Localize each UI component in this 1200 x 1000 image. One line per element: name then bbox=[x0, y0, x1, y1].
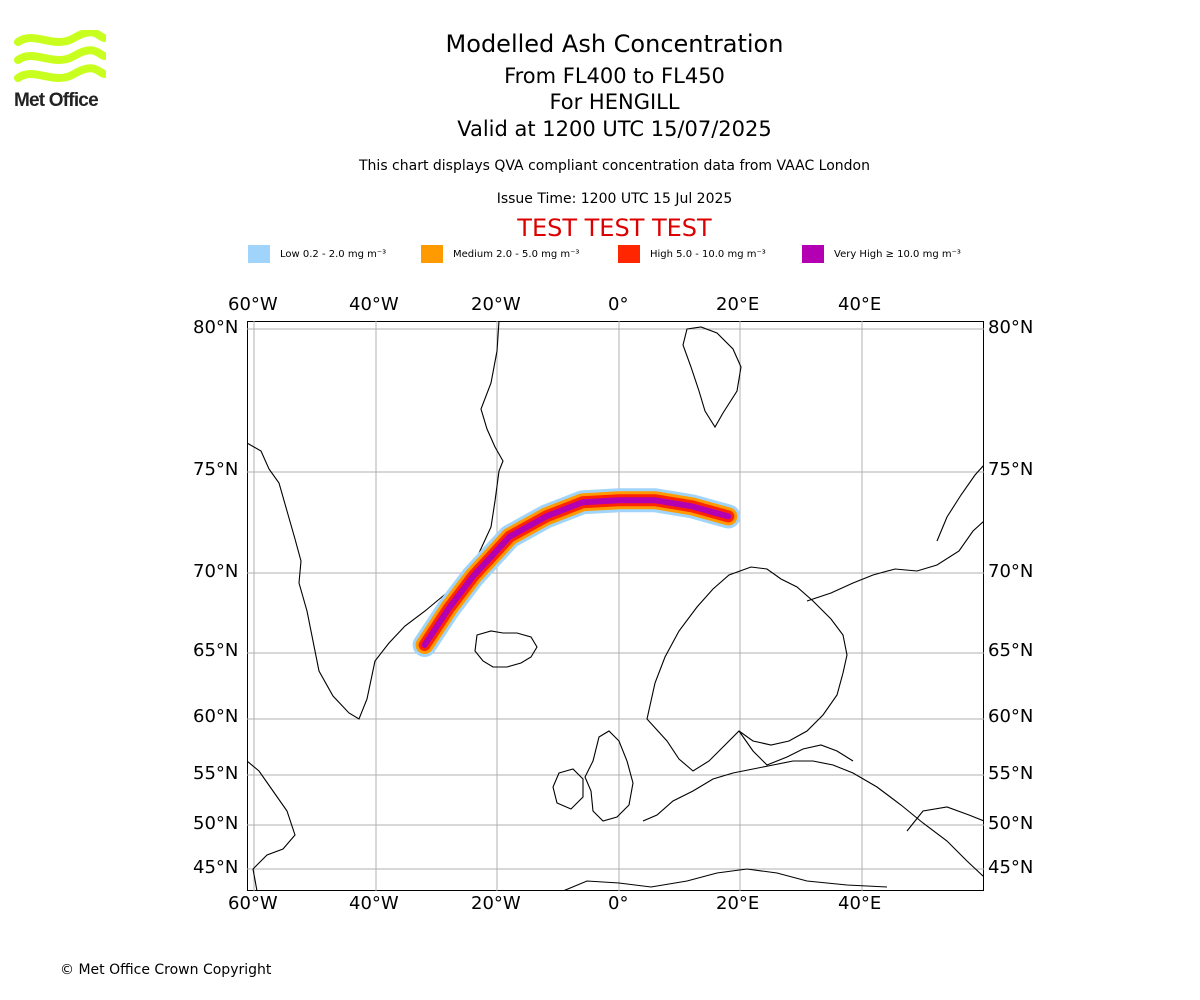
flight-levels: From FL400 to FL450 bbox=[504, 64, 725, 88]
chart-description: This chart displays QVA compliant concen… bbox=[359, 158, 870, 174]
lon-label-top-3: 0° bbox=[608, 294, 629, 315]
coast-europe bbox=[642, 760, 984, 878]
lat-label-right-7: 45°N bbox=[988, 857, 1034, 878]
copyright: © Met Office Crown Copyright bbox=[60, 962, 272, 978]
lon-label-top-4: 20°E bbox=[716, 294, 760, 315]
map-frame bbox=[247, 321, 984, 891]
lat-label-right-6: 50°N bbox=[988, 813, 1034, 834]
valid-time: Valid at 1200 UTC 15/07/2025 bbox=[457, 117, 772, 141]
map-panel bbox=[247, 321, 984, 891]
lat-label-right-4: 60°N bbox=[988, 706, 1034, 727]
gridlines bbox=[247, 321, 984, 891]
legend-swatch-high bbox=[618, 245, 640, 263]
lon-label-bottom-2: 20°W bbox=[471, 893, 521, 914]
legend-item-very-high: Very High ≥ 10.0 mg m⁻³ bbox=[802, 244, 961, 264]
coast-scandinavia bbox=[646, 566, 848, 772]
lat-label-right-3: 65°N bbox=[988, 640, 1034, 661]
lon-label-bottom-5: 40°E bbox=[838, 893, 882, 914]
lon-label-bottom-1: 40°W bbox=[349, 893, 399, 914]
legend-swatch-medium bbox=[421, 245, 443, 263]
legend-swatch-low bbox=[248, 245, 270, 263]
legend-item-high: High 5.0 - 10.0 mg m⁻³ bbox=[618, 244, 766, 264]
lat-label-right-0: 80°N bbox=[988, 317, 1034, 338]
coastlines bbox=[247, 321, 984, 891]
lon-label-top-1: 40°W bbox=[349, 294, 399, 315]
lon-label-bottom-0: 60°W bbox=[228, 893, 278, 914]
lon-label-bottom-4: 20°E bbox=[716, 893, 760, 914]
lat-label-left-4: 60°N bbox=[193, 706, 239, 727]
legend-label-medium: Medium 2.0 - 5.0 mg m⁻³ bbox=[453, 248, 580, 260]
lat-label-left-2: 70°N bbox=[193, 561, 239, 582]
legend-swatch-very-high bbox=[802, 245, 824, 263]
coast-greenland bbox=[247, 321, 504, 720]
legend-label-low: Low 0.2 - 2.0 mg m⁻³ bbox=[280, 248, 387, 260]
lat-label-left-6: 50°N bbox=[193, 813, 239, 834]
coast-britain bbox=[584, 730, 634, 822]
coast-novaya-zemlya bbox=[936, 464, 984, 542]
coast-south bbox=[562, 868, 888, 891]
chart-title: Modelled Ash Concentration bbox=[445, 30, 784, 58]
coast-baltic bbox=[738, 730, 854, 766]
coast-ireland bbox=[552, 768, 584, 810]
lat-label-left-3: 65°N bbox=[193, 640, 239, 661]
lat-label-right-2: 70°N bbox=[988, 561, 1034, 582]
lat-label-right-1: 75°N bbox=[988, 459, 1034, 480]
issue-time: Issue Time: 1200 UTC 15 Jul 2025 bbox=[496, 191, 733, 207]
coast-east bbox=[906, 806, 984, 832]
volcano-name: For HENGILL bbox=[549, 90, 680, 114]
lat-label-left-7: 45°N bbox=[193, 857, 239, 878]
legend-label-very-high: Very High ≥ 10.0 mg m⁻³ bbox=[834, 248, 961, 260]
met-office-logo: Met Office bbox=[14, 28, 108, 112]
legend-item-low: Low 0.2 - 2.0 mg m⁻³ bbox=[248, 244, 386, 264]
coast-iceland bbox=[474, 630, 538, 668]
lat-label-left-1: 75°N bbox=[193, 459, 239, 480]
legend-label-high: High 5.0 - 10.0 mg m⁻³ bbox=[650, 248, 766, 260]
lat-label-left-0: 80°N bbox=[193, 317, 239, 338]
ash-layer-very-high bbox=[421, 497, 732, 648]
coast-svalbard bbox=[682, 326, 742, 429]
ash-cloud bbox=[412, 488, 741, 657]
test-banner: TEST TEST TEST bbox=[517, 214, 712, 242]
lon-label-top-0: 60°W bbox=[228, 294, 278, 315]
legend-item-medium: Medium 2.0 - 5.0 mg m⁻³ bbox=[421, 244, 579, 264]
lon-label-top-5: 40°E bbox=[838, 294, 882, 315]
logo-text: Met Office bbox=[14, 90, 99, 111]
lat-label-left-5: 55°N bbox=[193, 763, 239, 784]
coast-canada bbox=[247, 760, 296, 891]
wave-logo-icon bbox=[14, 28, 108, 82]
lat-label-right-5: 55°N bbox=[988, 763, 1034, 784]
lon-label-top-2: 20°W bbox=[471, 294, 521, 315]
lon-label-bottom-3: 0° bbox=[608, 893, 629, 914]
coast-russia-arctic bbox=[806, 520, 984, 602]
